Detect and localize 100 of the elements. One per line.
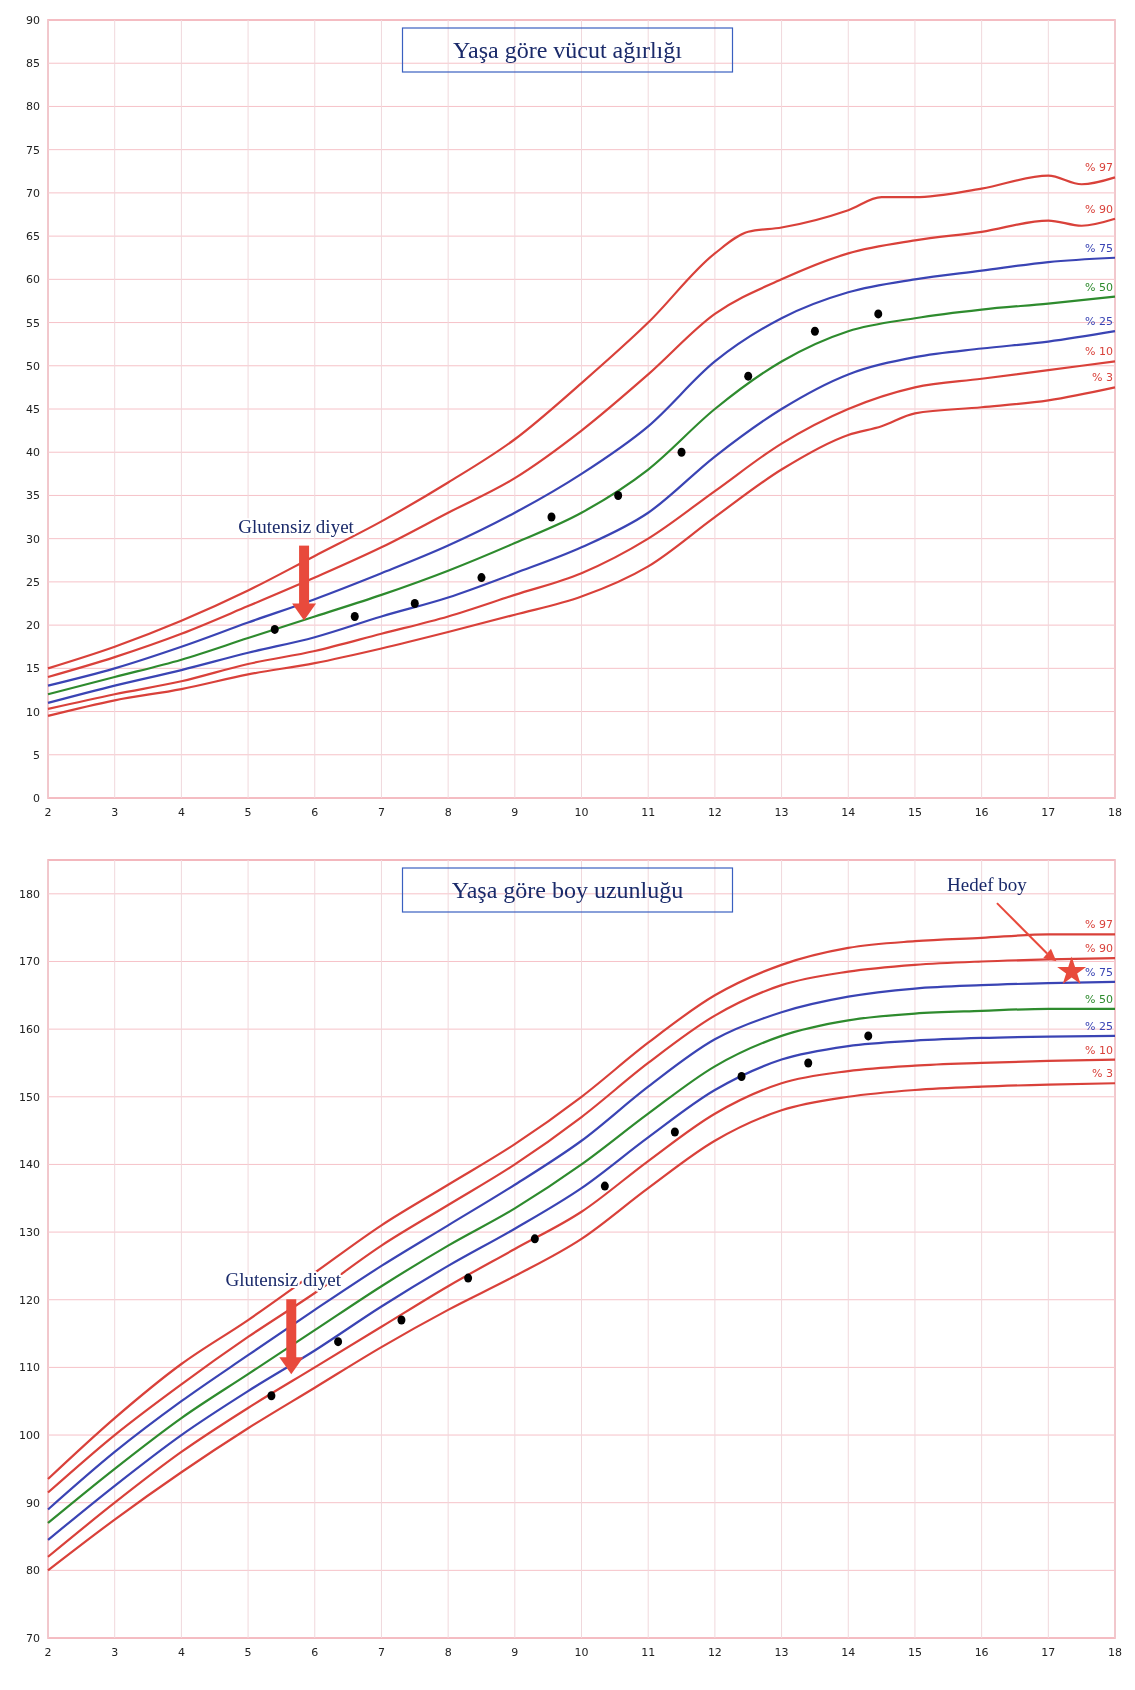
y-tick-label: 30 [26, 532, 40, 546]
x-tick-label: 12 [707, 806, 722, 819]
point [410, 599, 419, 608]
y-tick-label: 130 [19, 1226, 40, 1240]
y-tick-label: 40 [26, 446, 40, 460]
x-tick-label: 12 [707, 1646, 722, 1659]
series-label: % 75 [1085, 965, 1113, 979]
series-label: % 90 [1085, 942, 1113, 956]
x-tick-label: 6 [311, 1646, 319, 1659]
x-tick-label: 10 [574, 1646, 589, 1659]
point [1057, 956, 1087, 984]
text: Yaşa göre boy uzunluğu [451, 877, 684, 903]
y-tick-label: 20 [26, 619, 40, 633]
x-tick-label: 7 [377, 806, 385, 819]
y-tick-label: 170 [19, 955, 40, 969]
x-tick-label: 5 [244, 806, 252, 819]
y-tick-label: 5 [33, 748, 40, 762]
point [334, 1337, 343, 1347]
point [614, 490, 623, 500]
x-tick-label: 6 [311, 806, 319, 819]
x-tick-label: 8 [444, 1646, 452, 1659]
y-tick-label: 55 [26, 316, 40, 330]
y-tick-label: 120 [19, 1293, 40, 1307]
series-label: % 97 [1085, 161, 1113, 175]
y-tick-label: 65 [26, 230, 40, 244]
x-tick-label: 13 [774, 806, 789, 819]
x-tick-label: 17 [1041, 1646, 1056, 1659]
y-tick-label: 90 [26, 1496, 40, 1510]
point [864, 1031, 873, 1041]
text: Yaşa göre vücut ağırlığı [453, 37, 683, 63]
point [810, 326, 819, 336]
series-label: % 75 [1085, 241, 1113, 255]
annotation: Glutensiz diyet [238, 515, 355, 537]
x-tick-label: 2 [44, 1646, 52, 1659]
point [677, 447, 686, 457]
x-tick-label: 8 [444, 806, 452, 819]
point [670, 1127, 679, 1137]
x-tick-label: 9 [511, 806, 519, 819]
series-label: % 10 [1085, 1043, 1113, 1057]
point [350, 611, 359, 621]
series-label: % 25 [1085, 315, 1113, 329]
x-tick-label: 4 [177, 1646, 185, 1659]
point [600, 1181, 609, 1191]
x-tick-label: 11 [641, 806, 656, 819]
point [464, 1273, 473, 1283]
y-tick-label: 80 [26, 100, 40, 114]
y-tick-label: 15 [26, 662, 40, 676]
x-tick-label: 17 [1041, 806, 1056, 819]
y-tick-label: 0 [33, 792, 40, 805]
point [397, 1315, 406, 1325]
series-label: % 3 [1092, 371, 1113, 385]
y-tick-label: 140 [19, 1158, 40, 1172]
x-tick-label: 15 [907, 806, 922, 819]
y-tick-label: 60 [26, 273, 40, 287]
x-tick-label: 16 [974, 1646, 989, 1659]
series-label: % 50 [1085, 992, 1113, 1006]
x-tick-label: 2 [44, 806, 52, 819]
y-tick-label: 70 [26, 1632, 40, 1645]
x-tick-label: 14 [841, 1646, 856, 1659]
y-tick-label: 10 [26, 705, 40, 719]
x-tick-label: 3 [111, 1646, 119, 1659]
y-tick-label: 75 [26, 143, 40, 157]
series-label: % 25 [1085, 1019, 1113, 1033]
annotation: Hedef boy [947, 874, 1028, 896]
y-tick-label: 25 [26, 575, 40, 589]
x-tick-label: 14 [841, 806, 856, 819]
series-label: % 90 [1085, 202, 1113, 216]
x-tick-label: 10 [574, 806, 589, 819]
point [270, 624, 279, 634]
point [804, 1058, 813, 1068]
y-tick-label: 160 [19, 1023, 40, 1037]
y-tick-label: 110 [19, 1361, 40, 1375]
x-tick-label: 11 [641, 1646, 656, 1659]
x-tick-label: 18 [1108, 1646, 1122, 1659]
point [477, 573, 486, 583]
series-label: % 3 [1092, 1067, 1113, 1081]
y-tick-label: 70 [26, 186, 40, 200]
point [267, 1391, 276, 1401]
x-tick-label: 4 [177, 806, 185, 819]
y-tick-label: 35 [26, 489, 40, 503]
series-label: % 10 [1085, 345, 1113, 359]
x-tick-label: 16 [974, 806, 989, 819]
x-tick-label: 15 [907, 1646, 922, 1659]
x-tick-label: 9 [511, 1646, 519, 1659]
series-label: % 50 [1085, 280, 1113, 294]
y-tick-label: 85 [26, 57, 40, 71]
x-tick-label: 3 [111, 806, 119, 819]
y-tick-label: 45 [26, 403, 40, 416]
point [530, 1234, 539, 1244]
y-tick-label: 90 [26, 14, 40, 27]
point [737, 1071, 746, 1081]
x-tick-label: 7 [377, 1646, 385, 1659]
point [874, 309, 883, 319]
y-tick-label: 150 [19, 1090, 40, 1104]
series-label: % 97 [1085, 918, 1113, 932]
point [547, 512, 556, 522]
y-tick-label: 80 [26, 1564, 40, 1578]
y-tick-label: 100 [19, 1429, 40, 1443]
x-tick-label: 5 [244, 1646, 252, 1659]
y-tick-label: 180 [19, 887, 40, 901]
